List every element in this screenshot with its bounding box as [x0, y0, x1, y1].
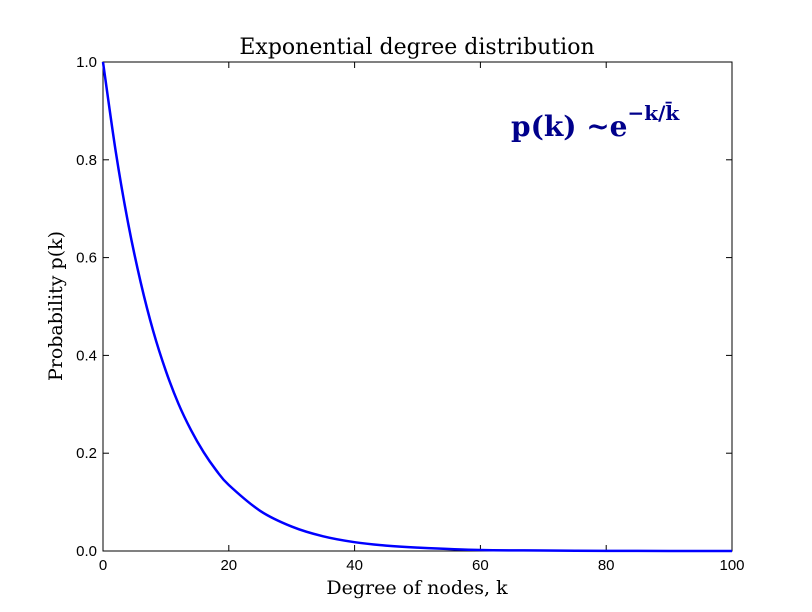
formula-superscript: −k/k̄ [628, 100, 681, 125]
y-tick-label: 0.2 [76, 445, 97, 462]
x-tick-labels: 0 20 40 60 80 100 [99, 557, 745, 574]
x-tick-label: 100 [719, 557, 744, 574]
series-line [101, 61, 733, 553]
x-tick-label: 40 [346, 557, 363, 574]
formula-main: p(k) ~e [511, 110, 628, 143]
x-tick-label: 60 [472, 557, 489, 574]
y-tick-label: 1.0 [76, 54, 97, 71]
y-tick-labels: 0.0 0.2 0.4 0.6 0.8 1.0 [76, 54, 97, 560]
x-tick-label: 20 [220, 557, 237, 574]
formula-annotation: p(k) ~e−k/k̄ [511, 100, 680, 143]
y-tick-label: 0.4 [76, 347, 97, 364]
data-points [102, 61, 733, 552]
y-tick-label: 0.6 [76, 250, 97, 267]
x-tick-label: 80 [598, 557, 615, 574]
y-tick-label: 0.0 [76, 543, 97, 560]
y-axis-label: Probability p(k) [45, 231, 67, 381]
y-tick-label: 0.8 [76, 152, 97, 169]
chart-title: Exponential degree distribution [239, 35, 594, 60]
plot-area [102, 61, 733, 552]
x-axis-label: Degree of nodes, k [326, 577, 508, 599]
x-tick-label: 0 [99, 557, 107, 574]
